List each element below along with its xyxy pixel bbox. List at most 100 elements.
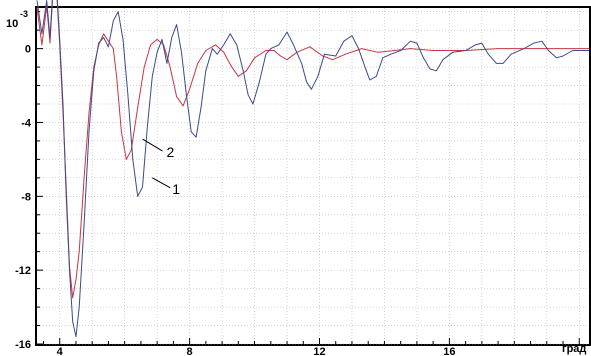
x-tick-label: 8	[187, 346, 193, 356]
series-1-point	[171, 37, 173, 38]
series-1-point	[88, 131, 90, 133]
series-1-point	[132, 158, 134, 160]
series-1-point	[242, 70, 244, 72]
plot-frame	[35, 6, 591, 346]
series-1-point	[72, 321, 74, 323]
series-1-point	[49, 37, 51, 38]
series-1-point	[205, 70, 207, 72]
series-2-point	[125, 158, 127, 160]
series-1-point	[122, 38, 124, 40]
x-tick-label: 16	[443, 346, 455, 356]
series-1-point	[93, 70, 95, 72]
series-1-point	[108, 46, 109, 48]
series-2-point	[189, 88, 191, 90]
series-1-point	[533, 42, 535, 44]
series-2-point	[322, 55, 324, 57]
series-2-point	[497, 48, 499, 50]
series-1-point	[335, 55, 337, 57]
series-1-point	[190, 131, 192, 133]
y-scale-label: 10	[6, 18, 18, 30]
series-1-point	[59, 38, 61, 40]
series-1-point	[252, 103, 254, 105]
series-1-point	[317, 75, 319, 77]
series-2-point	[215, 44, 216, 46]
series-2-point	[361, 48, 363, 50]
series-1-point	[41, 33, 43, 35]
series-1-point	[442, 59, 444, 61]
series-2-point	[332, 59, 333, 61]
series-1-point	[481, 42, 483, 44]
series-2-point	[530, 48, 531, 50]
grid	[37, 8, 589, 345]
series-1-point	[364, 66, 366, 68]
x-tick-label: 4	[57, 346, 64, 356]
series-2-point	[273, 50, 275, 51]
series-2-point	[83, 177, 85, 179]
series-1-point	[112, 20, 114, 22]
series-1-point	[195, 136, 197, 138]
series-1-point	[293, 44, 294, 46]
series-1-point	[36, 0, 38, 2]
series-1-point	[465, 50, 467, 51]
series-1-point	[185, 94, 187, 96]
series-1-point	[510, 53, 512, 55]
series-2-point	[108, 40, 109, 42]
series-2-point	[286, 59, 288, 61]
series-1-point	[474, 44, 476, 46]
series-2-point	[103, 33, 104, 35]
series-1-point	[236, 44, 238, 46]
series-1-point	[147, 125, 148, 127]
series-1-point	[588, 50, 590, 51]
series-2-point	[112, 48, 114, 50]
series-1-point	[562, 55, 564, 57]
series-2-point	[410, 48, 411, 50]
series-group	[36, 0, 590, 338]
curve-2-leader	[142, 138, 163, 152]
series-1-point	[278, 44, 280, 46]
y-tick-label: -8	[21, 191, 31, 203]
series-1-point	[410, 40, 411, 42]
series-2-point	[36, 7, 38, 9]
series-1-point	[502, 62, 504, 64]
series-1-point	[216, 53, 218, 55]
series-1-point	[65, 195, 67, 197]
series-2-point	[588, 48, 590, 50]
series-1-point	[369, 79, 371, 81]
series-1-point	[98, 42, 100, 44]
series-1-point	[69, 269, 70, 271]
series-2-point	[121, 131, 122, 133]
series-1-point	[247, 94, 249, 96]
series-1-point	[306, 81, 307, 83]
series-1-point	[375, 75, 377, 77]
y-tick-label: -16	[15, 339, 31, 351]
tick-marks	[37, 11, 580, 345]
series-1-point	[429, 68, 431, 70]
series-2-point	[137, 107, 139, 109]
y-tick-label: -12	[15, 265, 31, 277]
series-1-point	[358, 48, 359, 50]
series-2-point	[197, 62, 199, 64]
series-2-point	[223, 51, 225, 53]
series-1-point	[200, 107, 202, 109]
series-2-point	[75, 278, 77, 280]
series-1-point	[46, 0, 48, 2]
series-2-point	[143, 66, 145, 68]
series-1-point	[572, 50, 574, 51]
series-2-point	[78, 251, 80, 253]
series-1-point	[127, 94, 129, 96]
series-line-1	[36, 0, 589, 338]
series-1-point	[452, 51, 454, 53]
series-2-point	[49, 42, 51, 44]
series-1-point	[487, 53, 489, 55]
series-2-point	[265, 50, 267, 51]
series-1-point	[343, 40, 345, 42]
series-1-point	[390, 53, 392, 55]
series-1-point	[351, 35, 353, 37]
series-1-point	[103, 37, 104, 38]
series-1-point	[229, 33, 231, 35]
series-1-point	[151, 75, 153, 77]
series-1-point	[270, 48, 272, 50]
series-1-point	[176, 24, 178, 26]
series-2-point	[254, 57, 255, 59]
